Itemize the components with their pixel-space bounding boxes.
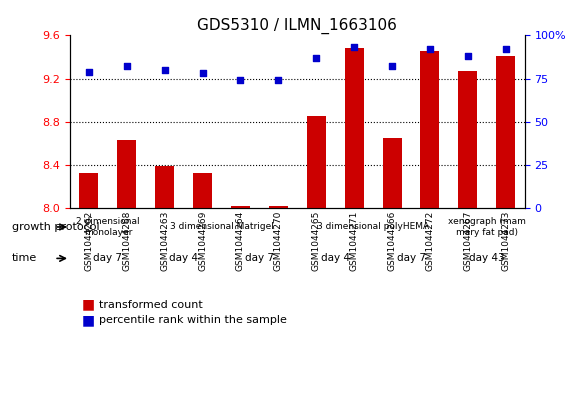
Point (463, 53, 473, 59)
Bar (307, 116, 326, 208)
Point (501, 46, 511, 52)
Point (84, 68, 93, 75)
Point (350, 44, 359, 51)
Text: day 7: day 7 (245, 253, 274, 263)
Point (274, 77, 283, 83)
Point (425, 46, 434, 52)
Bar (117, 140, 136, 208)
Bar (382, 138, 402, 208)
Point (122, 63, 132, 70)
Text: day 7: day 7 (93, 253, 122, 263)
Title: GDS5310 / ILMN_1663106: GDS5310 / ILMN_1663106 (198, 18, 397, 34)
Text: day 43: day 43 (469, 253, 505, 263)
Text: day 4: day 4 (169, 253, 198, 263)
Text: 3 dimensional polyHEMA: 3 dimensional polyHEMA (317, 222, 429, 231)
Bar (496, 56, 515, 208)
Text: ■: ■ (82, 313, 95, 327)
Text: transformed count: transformed count (99, 299, 203, 310)
Point (160, 67, 169, 73)
Bar (458, 71, 477, 208)
Point (198, 70, 208, 77)
Text: day 4: day 4 (321, 253, 350, 263)
Text: 3 dimensional Matrigel: 3 dimensional Matrigel (170, 222, 273, 231)
Bar (345, 48, 364, 208)
Bar (231, 206, 250, 208)
Text: 2 dimensional
monolayer: 2 dimensional monolayer (76, 217, 140, 237)
Text: day 7: day 7 (396, 253, 426, 263)
Bar (79, 173, 99, 208)
Point (236, 77, 245, 83)
Text: time: time (12, 253, 37, 263)
Text: percentile rank within the sample: percentile rank within the sample (99, 315, 287, 325)
Bar (155, 166, 174, 208)
Bar (420, 50, 440, 208)
Bar (269, 206, 288, 208)
Point (387, 63, 396, 70)
Bar (193, 173, 212, 208)
Text: growth protocol: growth protocol (12, 222, 99, 232)
Point (312, 55, 321, 61)
Text: xenograph (mam
mary fat pad): xenograph (mam mary fat pad) (448, 217, 526, 237)
Text: ■: ■ (82, 298, 95, 312)
